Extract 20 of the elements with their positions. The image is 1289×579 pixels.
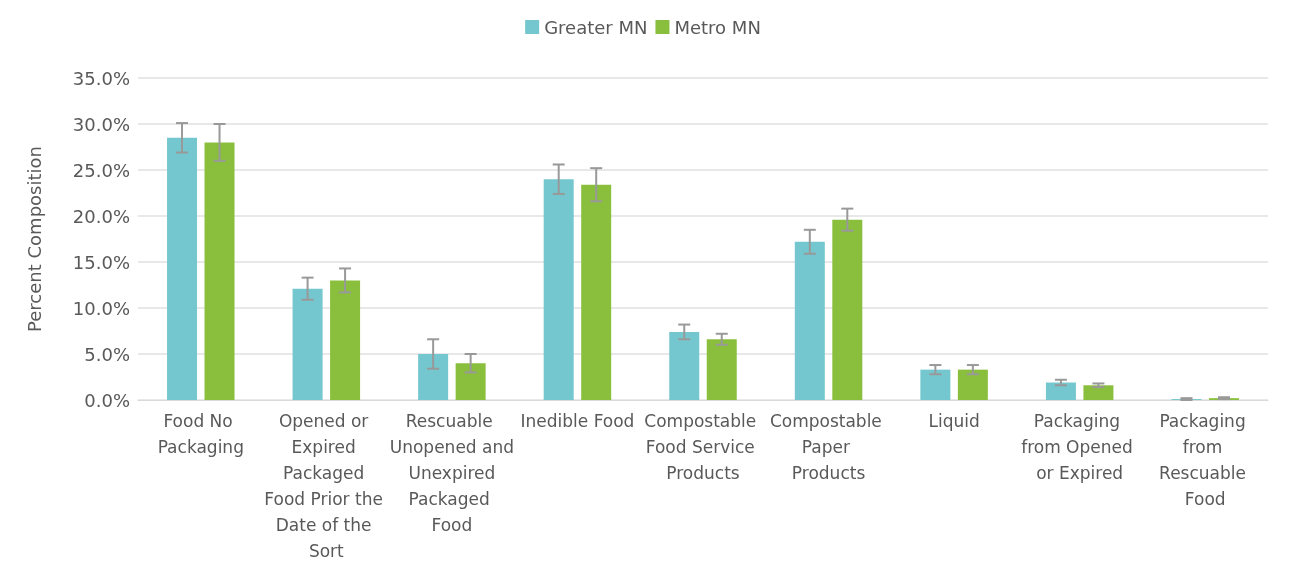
x-tick-label: Packaging from Rescuable Food bbox=[1159, 411, 1252, 509]
y-tick-label: 0.0% bbox=[84, 389, 130, 411]
y-tick-label: 5.0% bbox=[84, 343, 130, 365]
x-tick-label: Liquid bbox=[928, 411, 980, 431]
x-tick-label: Opened or Expired Packaged Food Prior the Date of the Sort bbox=[264, 411, 389, 561]
x-tick-label: Rescuable Unopened and Unexpired Packaged Food bbox=[389, 411, 515, 535]
x-tick-label: Packaging from Opened or Expired bbox=[1021, 411, 1139, 483]
x-tick-label: Compostable Food Service Products bbox=[644, 411, 762, 483]
y-axis-title: Percent Composition bbox=[23, 146, 45, 332]
legend-label: Greater MN bbox=[544, 16, 648, 38]
y-tick-label: 35.0% bbox=[72, 67, 130, 89]
y-tick-label: 30.0% bbox=[72, 113, 130, 135]
x-tick-label: Compostable Paper Products bbox=[769, 411, 888, 483]
x-tick-label: Food No Packaging bbox=[157, 411, 244, 457]
y-tick-label: 25.0% bbox=[72, 159, 130, 181]
legend-label: Metro MN bbox=[674, 16, 761, 38]
y-tick-label: 20.0% bbox=[72, 205, 130, 227]
x-tick-label: Inedible Food bbox=[520, 411, 635, 431]
y-tick-label: 10.0% bbox=[72, 297, 130, 319]
y-tick-label: 15.0% bbox=[72, 251, 130, 273]
